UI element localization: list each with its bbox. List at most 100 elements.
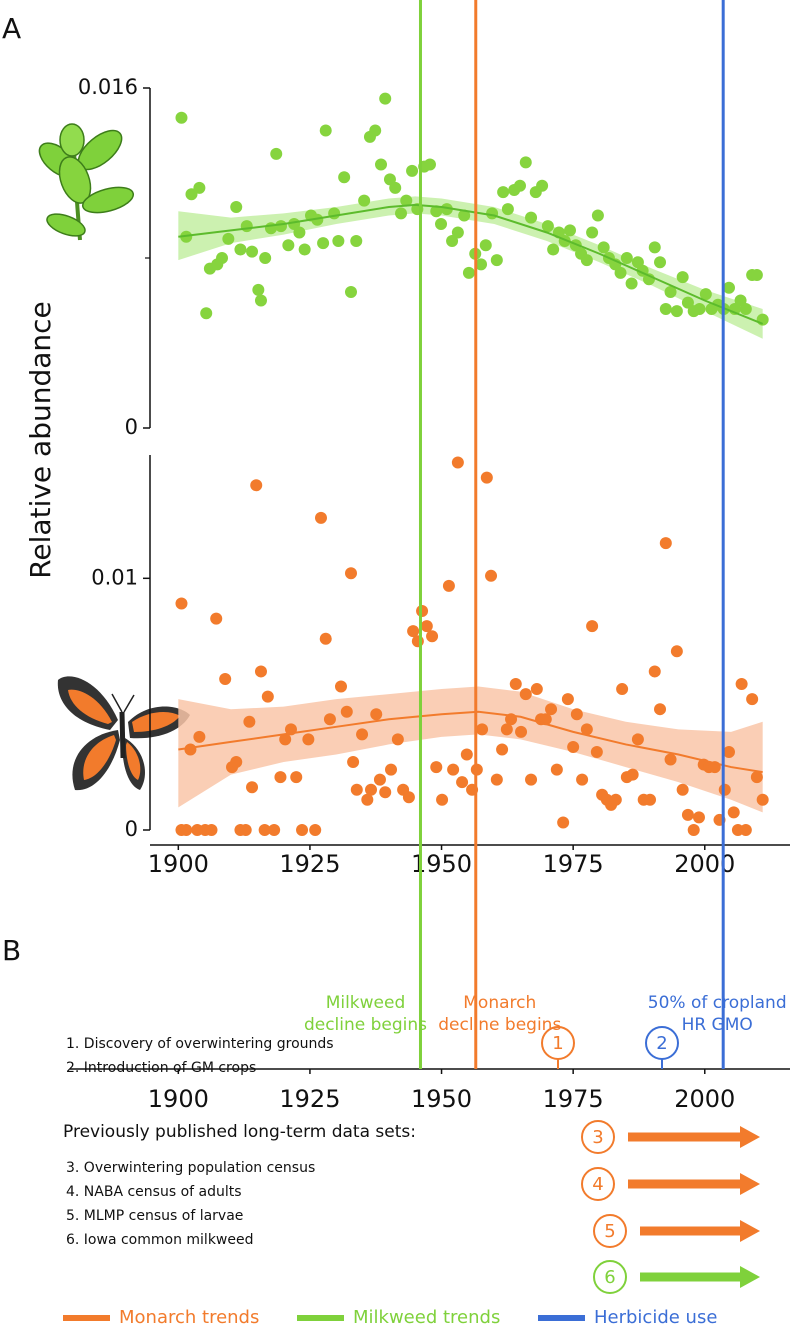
data-point: [314, 511, 327, 524]
data-point: [547, 243, 560, 256]
timeline-tick-label: 2000: [674, 1085, 735, 1113]
data-point: [370, 708, 383, 721]
legend-label: Monarch trends: [119, 1307, 259, 1328]
data-point: [739, 303, 752, 315]
data-point: [616, 683, 629, 696]
data-point: [530, 683, 543, 696]
data-point: [436, 793, 449, 806]
datasets-title: Previously published long-term data sets…: [63, 1122, 416, 1142]
dataset-note: 4. NABA census of adults: [66, 1184, 242, 1200]
data-point: [670, 645, 683, 658]
data-point: [576, 773, 589, 786]
x-tick-label: 1925: [279, 850, 340, 878]
data-point: [274, 220, 287, 233]
data-point: [687, 824, 700, 836]
data-point: [597, 241, 610, 254]
data-point: [614, 266, 627, 279]
event-note: 2. Introduction of GM crops: [66, 1060, 256, 1076]
data-point: [541, 220, 554, 233]
data-point: [344, 567, 357, 580]
milkweed-icon: [38, 123, 135, 241]
data-point: [451, 456, 464, 469]
data-point: [379, 786, 392, 799]
data-point: [205, 824, 218, 836]
data-point: [246, 245, 259, 258]
timeline-tick-label: 1950: [411, 1085, 472, 1113]
legend-label: Milkweed trends: [353, 1307, 500, 1328]
data-point: [340, 705, 353, 718]
y-tick-label: 0: [125, 817, 138, 841]
data-point: [311, 213, 324, 226]
data-point: [389, 181, 402, 194]
data-point: [246, 781, 259, 794]
data-point: [722, 745, 735, 758]
data-point: [476, 723, 489, 736]
y-tick-label: 0.016: [78, 75, 138, 99]
data-point: [490, 254, 503, 267]
data-point: [302, 733, 315, 746]
data-point: [550, 763, 563, 776]
dataset-marker: [593, 1214, 627, 1248]
data-point: [344, 286, 357, 298]
y-axis-title: Relative abundance: [24, 301, 57, 579]
data-point: [557, 816, 570, 829]
data-point: [240, 220, 253, 233]
data-point: [480, 471, 493, 484]
data-point: [625, 277, 638, 290]
data-point: [243, 715, 256, 728]
data-point: [699, 288, 712, 301]
data-point: [230, 756, 243, 769]
data-point: [496, 743, 509, 756]
y-tick-label: 0: [125, 415, 138, 439]
dataset-marker: [581, 1167, 615, 1201]
data-point: [500, 723, 513, 736]
data-point: [519, 688, 532, 701]
data-point: [258, 824, 271, 836]
data-point: [536, 179, 549, 192]
data-point: [561, 693, 574, 706]
data-point: [681, 296, 694, 309]
data-point: [358, 194, 371, 207]
data-point: [644, 793, 657, 806]
data-point: [423, 158, 436, 171]
data-point: [323, 713, 336, 726]
data-point: [519, 156, 532, 169]
data-point: [175, 597, 188, 610]
data-point: [486, 207, 499, 220]
data-point: [501, 203, 514, 216]
data-point: [347, 756, 360, 769]
data-point: [451, 226, 464, 239]
data-point: [219, 672, 232, 685]
data-point: [659, 537, 672, 550]
dataset-marker: [581, 1120, 615, 1154]
data-point: [563, 224, 576, 237]
data-point: [567, 740, 580, 753]
data-point: [664, 286, 677, 298]
x-tick-label: 2000: [674, 850, 735, 878]
data-point: [350, 783, 363, 796]
legend-label: Herbicide use: [594, 1307, 717, 1328]
event-marker-label: 2: [656, 1033, 667, 1054]
data-point: [365, 783, 378, 796]
y-tick-label: 0.01: [91, 565, 138, 589]
data-point: [361, 793, 374, 806]
data-point: [296, 824, 309, 836]
data-point: [750, 269, 763, 281]
data-point: [391, 733, 404, 746]
fit-line: [178, 203, 764, 325]
data-point: [722, 281, 735, 294]
x-tick-label: 1975: [543, 850, 604, 878]
data-point: [279, 733, 292, 746]
data-point: [693, 303, 706, 315]
data-point: [456, 776, 469, 789]
data-point: [446, 235, 459, 247]
data-point: [676, 271, 689, 284]
data-point: [654, 256, 667, 269]
data-point: [175, 111, 188, 124]
data-point: [350, 235, 363, 247]
data-point: [475, 258, 488, 271]
data-point: [590, 745, 603, 758]
data-point: [735, 678, 748, 691]
data-point: [416, 605, 429, 618]
